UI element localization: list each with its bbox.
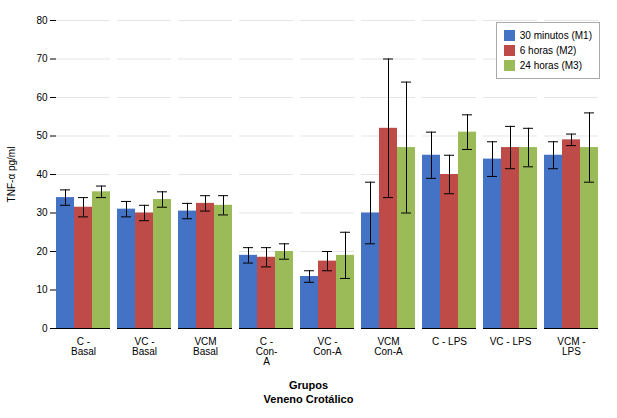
html-text:6 horas (M2): 6 horas (M2) [519,45,577,56]
svg-text:TNF-α pg/ml: TNF-α pg/ml [6,147,17,203]
svg-text:50: 50 [36,130,48,141]
svg-text:C -Basal: C -Basal [71,336,96,357]
svg-text:VCM -LPS: VCM -LPS [557,336,585,357]
html-text:Grupos Veneno Crotálico: Grupos Veneno Crotálico [263,379,354,405]
svg-text:VC -Basal: VC -Basal [132,336,157,357]
svg-text:30: 30 [36,207,48,218]
svg-text:20: 20 [36,246,48,257]
svg-text:C - LPS: C - LPS [432,336,467,347]
svg-text:VCMBasal: VCMBasal [193,336,218,357]
svg-text:0: 0 [42,323,48,334]
svg-text:80: 80 [36,15,48,26]
svg-text:10: 10 [36,284,48,295]
svg-text:70: 70 [36,53,48,64]
html-text:30 minutos (M1): 30 minutos (M1) [519,30,592,41]
svg-text:VC - LPS: VC - LPS [490,336,532,347]
svg-text:60: 60 [36,92,48,103]
svg-text:C -Con-A: C -Con-A [256,336,278,367]
svg-text:VC -Con-A: VC -Con-A [313,336,342,357]
svg-text:40: 40 [36,169,48,180]
svg-text:VCMCon-A: VCMCon-A [374,336,403,357]
html-text:24 horas (M3): 24 horas (M3) [519,60,582,71]
